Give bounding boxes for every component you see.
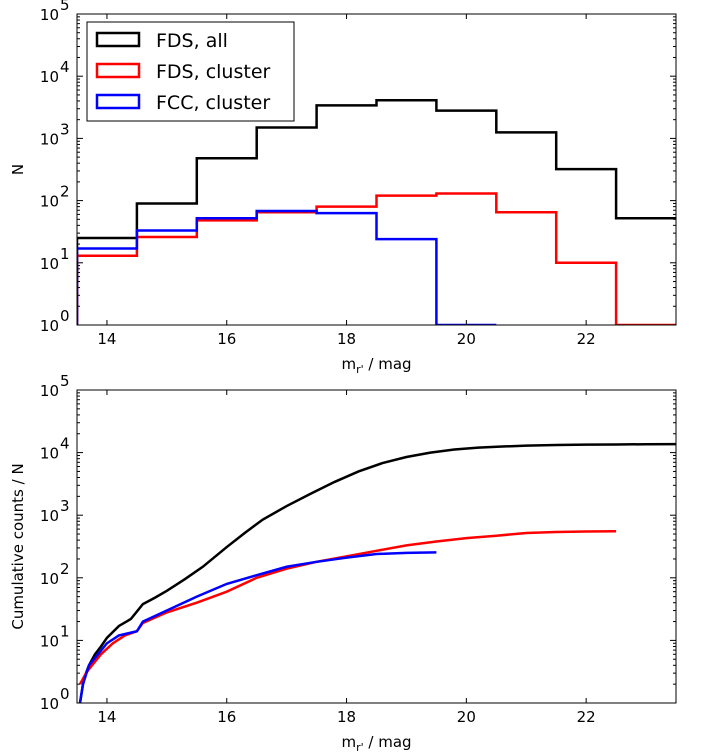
x-tick-label: 22: [577, 330, 596, 348]
cumulative-x-axis-label: mr' / mag: [341, 733, 411, 754]
y-tick-label: 10: [40, 317, 59, 335]
histogram-fds-cluster-line: [77, 192, 676, 325]
y-tick-exponent: 0: [60, 685, 70, 703]
x-tick-label: 18: [337, 330, 356, 348]
legend-label-fds-cluster: FDS, cluster: [156, 61, 271, 83]
x-tick-label: 18: [337, 708, 356, 726]
x-tick-label: 14: [97, 330, 116, 348]
cumulative-black-line: [78, 442, 676, 703]
histogram-fcc-cluster-line: [77, 209, 497, 325]
y-tick-label: 10: [40, 130, 59, 148]
y-tick-label: 10: [40, 507, 59, 525]
y-tick-exponent: 0: [60, 307, 70, 325]
cumulative-x-tick-labels: 14 16 18 20 22: [97, 708, 595, 726]
y-tick-label: 10: [40, 255, 59, 273]
x-tick-label: 20: [457, 708, 476, 726]
cumulative-red-line: [78, 529, 617, 685]
y-tick-exponent: 4: [60, 435, 70, 453]
y-tick-exponent: 2: [60, 560, 70, 578]
y-tick-exponent: 3: [60, 120, 70, 138]
x-tick-label: 16: [217, 708, 236, 726]
legend-box: [86, 21, 295, 122]
x-tick-label: 22: [577, 708, 596, 726]
y-tick-label: 10: [40, 68, 59, 86]
legend-swatch-fcc-cluster: [95, 93, 141, 110]
histogram-series-layer: [77, 99, 676, 325]
y-tick-label: 10: [40, 6, 59, 24]
y-tick-exponent: 1: [60, 622, 70, 640]
cumulative-ticks: [77, 389, 676, 704]
y-tick-label: 10: [40, 695, 59, 713]
y-tick-label: 10: [40, 632, 59, 650]
y-tick-exponent: 5: [60, 372, 70, 390]
x-tick-label: 20: [457, 330, 476, 348]
y-tick-exponent: 1: [60, 245, 70, 263]
histogram-x-tick-labels: 14 16 18 20 22: [97, 330, 595, 348]
y-tick-exponent: 5: [60, 0, 70, 14]
legend-swatch-fds-cluster: [95, 62, 141, 79]
cumulative-blue-line: [78, 551, 437, 703]
histogram-plot-frame: [76, 13, 677, 326]
cumulative-plot-frame: [76, 389, 677, 704]
histogram-fds-all-line: [77, 99, 676, 325]
legend: FDS, all FDS, cluster FCC, cluster: [86, 21, 295, 122]
legend-label-fds-all: FDS, all: [156, 30, 228, 52]
legend-swatch-fds-all: [95, 31, 141, 48]
y-tick-exponent: 2: [60, 183, 70, 201]
histogram-ticks: [77, 13, 676, 326]
histogram-y-axis-label: N: [9, 164, 27, 175]
y-tick-label: 10: [40, 382, 59, 400]
cumulative-series-layer: [78, 442, 676, 703]
cumulative-y-axis-label: Cumulative counts / N: [9, 463, 27, 629]
y-tick-label: 10: [40, 193, 59, 211]
y-tick-label: 10: [40, 570, 59, 588]
y-tick-exponent: 4: [60, 58, 70, 76]
y-tick-label: 10: [40, 445, 59, 463]
y-tick-exponent: 3: [60, 497, 70, 515]
histogram-x-axis-label: mr' / mag: [341, 355, 411, 376]
x-tick-label: 14: [97, 708, 116, 726]
legend-label-fcc-cluster: FCC, cluster: [156, 92, 270, 114]
x-tick-label: 16: [217, 330, 236, 348]
